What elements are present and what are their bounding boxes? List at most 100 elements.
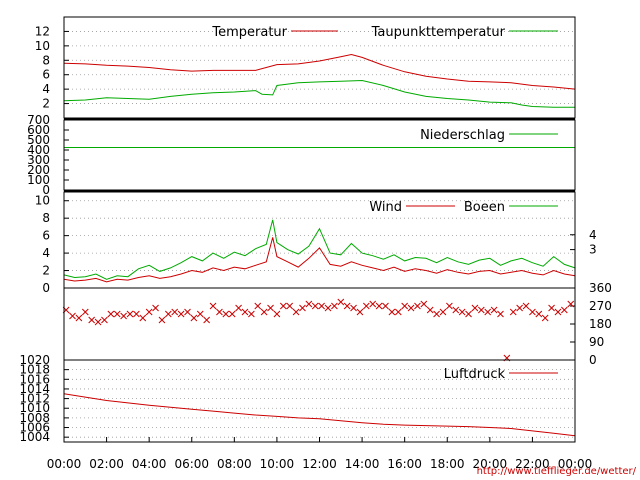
direction-point (248, 310, 255, 318)
direction-point (522, 302, 530, 310)
direction-point (446, 302, 453, 310)
x-tick-label: 18:00 (430, 457, 465, 471)
direction-point (484, 308, 492, 316)
direction-point (107, 310, 115, 318)
x-tick-label: 12:00 (302, 457, 337, 471)
y-tick-label: 1018 (19, 363, 50, 377)
x-tick-label: 10:00 (260, 457, 295, 471)
x-tick-label: 22:00 (515, 457, 550, 471)
direction-point (471, 304, 479, 312)
credit-link[interactable]: http://www.tiefflieger.de/wetter/ (477, 466, 637, 477)
x-axis: 00:00 02:00 04:00 06:00 08:00 10:00 12:00 14:00… (47, 117, 592, 471)
direction-point (101, 316, 108, 324)
direction-point (426, 306, 434, 314)
direction-point (529, 308, 536, 316)
direction-point (439, 308, 447, 316)
direction-point (516, 304, 523, 312)
direction-point (382, 302, 389, 310)
direction-point (401, 302, 409, 310)
y-tick-label: 1016 (19, 372, 50, 386)
legend-label: Luftdruck (444, 367, 506, 382)
y-tick-label: 100 (27, 173, 50, 187)
y-tick-label: 0 (42, 183, 50, 197)
direction-point (228, 310, 236, 318)
y-tick-label: 12 (35, 24, 50, 38)
direction-point (497, 310, 504, 318)
direction-point (318, 302, 325, 310)
y-tick-label: 6 (42, 68, 50, 82)
series-line-luftdruck (63, 393, 576, 437)
direction-point (241, 308, 249, 316)
direction-point (94, 318, 102, 326)
direction-point (311, 302, 319, 310)
panel-wind-direction: 0 90 180 270 360 (62, 281, 612, 367)
direction-point (177, 310, 185, 318)
direction-point (69, 312, 76, 320)
direction-point (490, 306, 498, 314)
direction-point (209, 302, 217, 310)
direction-point (375, 302, 383, 310)
y-tick-label: 1012 (19, 392, 50, 406)
direction-point (420, 300, 428, 308)
y-tick-label: 500 (27, 133, 50, 147)
series-line-taupunkttemperatur (63, 79, 575, 108)
direction-point (75, 314, 83, 322)
direction-point (260, 308, 268, 316)
direction-point (139, 314, 147, 322)
direction-point (414, 302, 421, 310)
direction-point (407, 304, 415, 312)
direction-point (164, 310, 172, 318)
y-tick-label: 0 (42, 281, 50, 295)
direction-point (548, 304, 555, 312)
direction-point (152, 304, 159, 312)
x-tick-label: 04:00 (132, 457, 167, 471)
y-tick-label: 10 (35, 194, 50, 208)
y-tick-label: 1004 (19, 430, 50, 444)
y-tick-label: 600 (27, 123, 50, 137)
y-tick-label: 8 (42, 211, 50, 225)
legend-label: Wind (369, 200, 402, 215)
y-tick-label: 700 (27, 113, 50, 127)
y-tick-label: 1014 (19, 382, 50, 396)
direction-point (337, 298, 345, 306)
direction-point (190, 314, 198, 322)
y2-tick-label: 180 (589, 317, 612, 331)
direction-point (541, 314, 549, 322)
direction-point (133, 310, 140, 318)
x-tick-label: 08:00 (217, 457, 252, 471)
direction-point (171, 308, 179, 316)
y-tick-label: 6 (42, 229, 50, 243)
series-line-temperatur (63, 53, 576, 90)
direction-point (120, 312, 127, 320)
y-tick-label: 1010 (19, 401, 50, 415)
direction-point (362, 302, 370, 310)
y2-tick-label: 90 (589, 335, 604, 349)
direction-point (324, 304, 332, 312)
x-tick-label: 16:00 (387, 457, 422, 471)
y-tick-label: 400 (27, 143, 50, 157)
y-tick-label: 200 (27, 163, 50, 177)
direction-point (350, 304, 357, 312)
y2-tick-label: 0 (589, 353, 597, 367)
direction-point (356, 308, 364, 316)
direction-point (158, 316, 166, 324)
direction-point (279, 302, 287, 310)
y-tick-label: 4 (42, 82, 50, 96)
direction-point (331, 302, 338, 310)
direction-point (184, 308, 191, 316)
direction-point (343, 302, 351, 310)
direction-point (235, 304, 242, 312)
direction-point (465, 310, 472, 318)
direction-point (458, 308, 466, 316)
y-tick-label: 1006 (19, 421, 50, 435)
direction-point (267, 304, 274, 312)
direction-point (509, 308, 517, 316)
direction-point (394, 308, 402, 316)
direction-point (477, 306, 485, 314)
y-tick-label: 300 (27, 153, 50, 167)
legend-label: Temperatur (211, 25, 287, 40)
